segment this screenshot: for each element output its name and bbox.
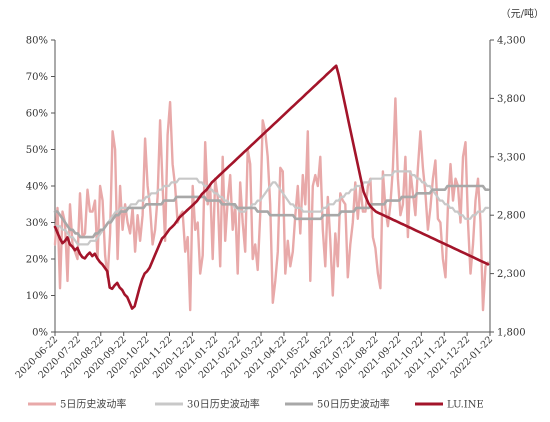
legend-label-2: 30日历史波动率: [187, 398, 260, 411]
right-tick-label: 2,800: [497, 211, 526, 222]
right-axis-unit-label: （元/吨）: [501, 7, 544, 20]
left-tick-label: 60%: [26, 109, 48, 120]
legend-label-1: 5日历史波动率: [60, 398, 126, 411]
left-tick-label: 50%: [26, 145, 48, 156]
right-tick-label: 2,300: [497, 269, 526, 280]
left-tick-label: 10%: [26, 291, 48, 302]
right-tick-label: 3,800: [497, 94, 526, 105]
series-line-1: [53, 97, 490, 312]
right-tick-label: 3,300: [497, 152, 526, 163]
legend-label-4: LU.INE: [447, 400, 484, 411]
left-tick-label: 70%: [26, 72, 48, 83]
legend-label-3: 50日历史波动率: [317, 398, 390, 411]
series-group: [53, 64, 490, 312]
right-tick-label: 4,300: [497, 36, 526, 47]
legend: 5日历史波动率 30日历史波动率 50日历史波动率 LU.INE: [28, 398, 484, 411]
left-tick-label: 20%: [26, 255, 48, 266]
series-line-4: [53, 64, 490, 310]
left-tick-label: 40%: [26, 182, 48, 193]
left-tick-label: 80%: [26, 36, 48, 47]
right-tick-label: 1,800: [497, 328, 526, 339]
series-line-3: [53, 184, 490, 239]
left-tick-label: 30%: [26, 218, 48, 229]
left-tick-label: 0%: [32, 328, 48, 339]
